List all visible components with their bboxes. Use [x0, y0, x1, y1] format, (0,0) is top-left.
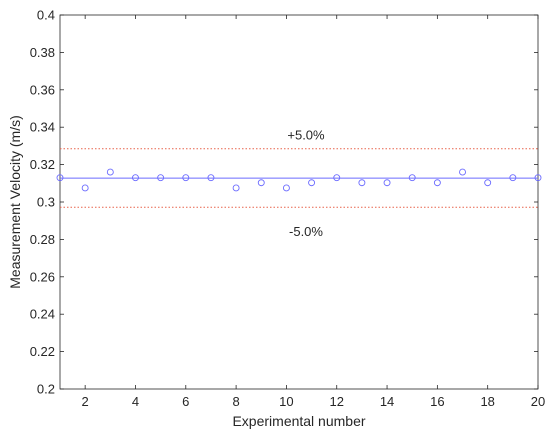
- x-tick-label: 18: [480, 394, 494, 409]
- x-tick-label: 12: [330, 394, 344, 409]
- y-tick-label: 0.28: [30, 232, 55, 247]
- data-point: [459, 168, 466, 176]
- y-tick-label: 0.22: [30, 344, 55, 359]
- data-point: [534, 174, 542, 182]
- x-tick-label: 16: [430, 394, 444, 409]
- x-tick-label: 4: [132, 394, 139, 409]
- data-point: [132, 174, 139, 182]
- data-point: [509, 174, 517, 182]
- lines-layer: +5.0% -5.0%: [60, 128, 538, 239]
- x-axis: 2 4 6 8 10 12 14 16 18 20: [82, 15, 545, 409]
- y-tick-label: 0.3: [37, 195, 55, 210]
- data-point: [358, 179, 366, 187]
- points-layer: [56, 168, 542, 192]
- data-point: [408, 174, 416, 182]
- x-axis-label: Experimental number: [232, 413, 365, 429]
- data-point: [383, 179, 391, 187]
- y-tick-label: 0.2: [37, 382, 55, 397]
- x-tick-label: 14: [380, 394, 394, 409]
- y-tick-label: 0.26: [30, 269, 55, 284]
- data-point: [433, 179, 441, 187]
- data-point: [333, 174, 341, 182]
- y-axis-label: Measurement Velocity (m/s): [7, 115, 23, 289]
- y-tick-label: 0.38: [30, 45, 55, 60]
- x-tick-label: 10: [279, 394, 293, 409]
- data-point: [157, 174, 165, 182]
- y-axis: 0.2 0.22 0.24 0.26 0.28 0.3 0.32 0.34 0.36 0.38 0.…: [30, 8, 538, 397]
- upper-bound-label: +5.0%: [287, 128, 325, 143]
- plot-area: [59, 14, 539, 390]
- data-point: [257, 179, 265, 187]
- data-point: [182, 174, 190, 182]
- data-point: [81, 184, 89, 192]
- y-tick-label: 0.36: [30, 82, 55, 97]
- data-point: [106, 168, 114, 176]
- x-tick-label: 20: [531, 394, 545, 409]
- lower-bound-label: -5.0%: [289, 224, 323, 239]
- x-tick-label: 8: [232, 394, 239, 409]
- data-point: [484, 179, 492, 187]
- y-tick-label: 0.24: [30, 307, 55, 322]
- y-tick-label: 0.4: [37, 8, 55, 23]
- y-tick-label: 0.34: [30, 120, 55, 135]
- data-point: [207, 174, 215, 182]
- plot-frame: [59, 14, 539, 390]
- data-point: [308, 179, 316, 187]
- x-tick-label: 2: [82, 394, 89, 409]
- x-tick-label: 6: [182, 394, 189, 409]
- labels-layer: Experimental number Measurement Velocity…: [7, 115, 366, 429]
- y-tick-label: 0.32: [30, 157, 55, 172]
- data-point: [282, 184, 290, 192]
- data-point: [232, 184, 240, 192]
- data-point: [56, 174, 64, 182]
